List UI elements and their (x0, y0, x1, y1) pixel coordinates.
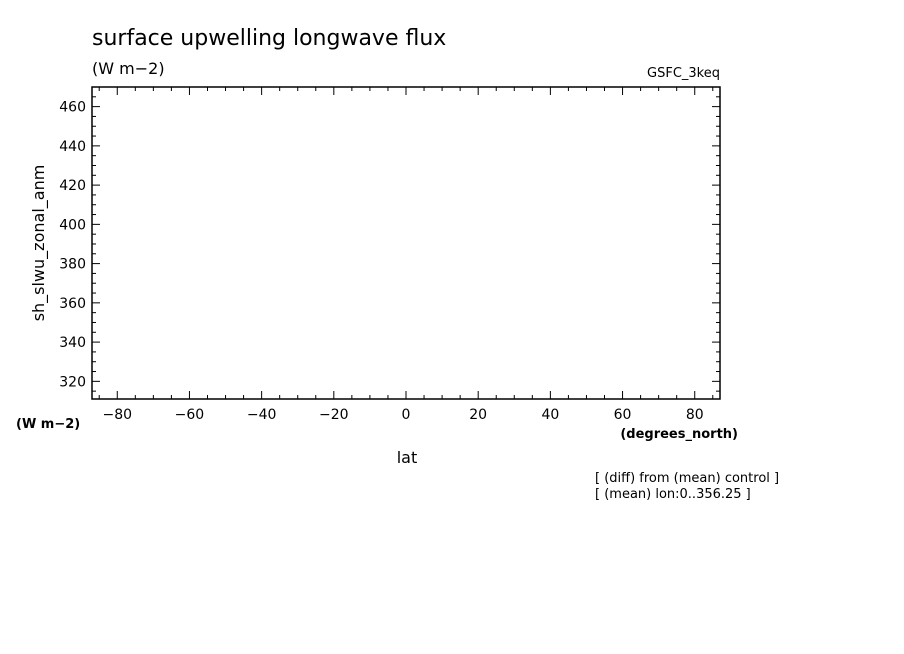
x-tick-label: −40 (247, 407, 277, 423)
chart-title: surface upwelling longwave flux (92, 26, 446, 51)
x-tick-label: −60 (175, 407, 205, 423)
y-tick-label: 460 (59, 100, 86, 116)
x-axis-units: (degrees_north) (620, 427, 738, 442)
x-axis: −80 −60 −40 −20 0 20 40 60 80 (98, 87, 714, 423)
note-diff: [ (diff) from (mean) control ] (595, 471, 779, 486)
chart-subtitle: (W m−2) (92, 59, 165, 78)
y-tick-label: 400 (59, 217, 86, 233)
dataset-label: GSFC_3keq (647, 66, 720, 81)
x-tick-label: −20 (319, 407, 349, 423)
plot-frame (91, 86, 721, 400)
x-tick-label: 0 (402, 407, 411, 423)
y-tick-label: 360 (59, 296, 86, 312)
note-mean: [ (mean) lon:0..356.25 ] (595, 487, 751, 502)
x-tick-label: 80 (686, 407, 704, 423)
x-tick-label: 60 (614, 407, 632, 423)
y-tick-label: 380 (59, 257, 86, 273)
y-tick-label: 420 (59, 178, 86, 194)
x-axis-label: lat (397, 448, 418, 467)
x-tick-label: −80 (102, 407, 132, 423)
y-tick-label: 340 (59, 335, 86, 351)
y-axis-label: sh_slwu_zonal_anm (29, 165, 49, 322)
y-axis: 320 340 360 380 400 420 440 460 (59, 96, 720, 392)
x-tick-label: 20 (469, 407, 487, 423)
y-tick-label: 440 (59, 139, 86, 155)
y-tick-label: 320 (59, 374, 86, 390)
x-tick-label: 40 (541, 407, 559, 423)
y-axis-units: (W m−2) (16, 417, 80, 432)
